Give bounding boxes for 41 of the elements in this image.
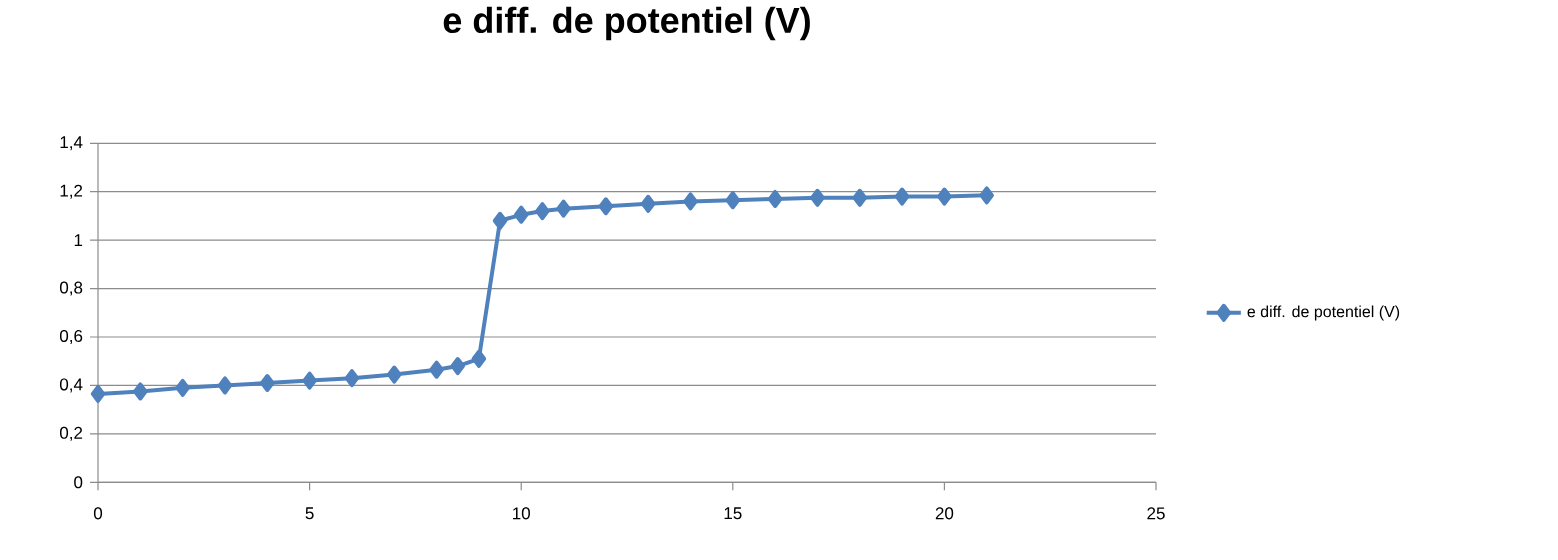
x-tick-label: 20 — [935, 507, 954, 520]
y-tick-label: 0,2 — [59, 426, 83, 441]
point — [492, 211, 508, 230]
y-tick-label: 0,6 — [59, 329, 83, 344]
point — [90, 384, 106, 403]
point — [260, 373, 275, 392]
x-tick-label: 25 — [1147, 507, 1165, 520]
point — [979, 186, 994, 205]
y-tick-label: 0 — [74, 476, 83, 489]
point — [175, 378, 190, 397]
point — [937, 187, 952, 206]
point — [387, 365, 402, 384]
y-tick-label: 0,8 — [59, 281, 83, 296]
point — [217, 376, 233, 395]
point — [450, 356, 465, 375]
point — [302, 371, 317, 390]
y-tick-label: 1,4 — [60, 136, 83, 151]
point — [683, 192, 698, 211]
point — [725, 191, 741, 210]
x-tick-label: 5 — [305, 507, 314, 520]
point — [556, 199, 571, 218]
x-tick-label: 15 — [724, 507, 742, 520]
y-tick-label: 1 — [74, 234, 83, 246]
point — [852, 188, 868, 207]
point — [133, 382, 148, 401]
point — [344, 369, 360, 388]
y-tick-label: 1,2 — [60, 184, 83, 199]
y-tick-label: 0,4 — [59, 378, 83, 393]
point — [894, 187, 910, 206]
point — [535, 201, 550, 220]
chart-title: e diff. de potentiel (V) — [443, 6, 810, 41]
point — [429, 360, 444, 379]
point — [767, 189, 783, 208]
point — [598, 197, 614, 216]
legend-label: e diff. de potentiel (V) — [1247, 305, 1400, 321]
point — [513, 205, 529, 224]
point — [640, 194, 656, 213]
point — [810, 188, 825, 207]
x-tick-label: 10 — [513, 507, 530, 520]
x-tick-label: 0 — [93, 507, 103, 520]
point — [471, 349, 487, 368]
